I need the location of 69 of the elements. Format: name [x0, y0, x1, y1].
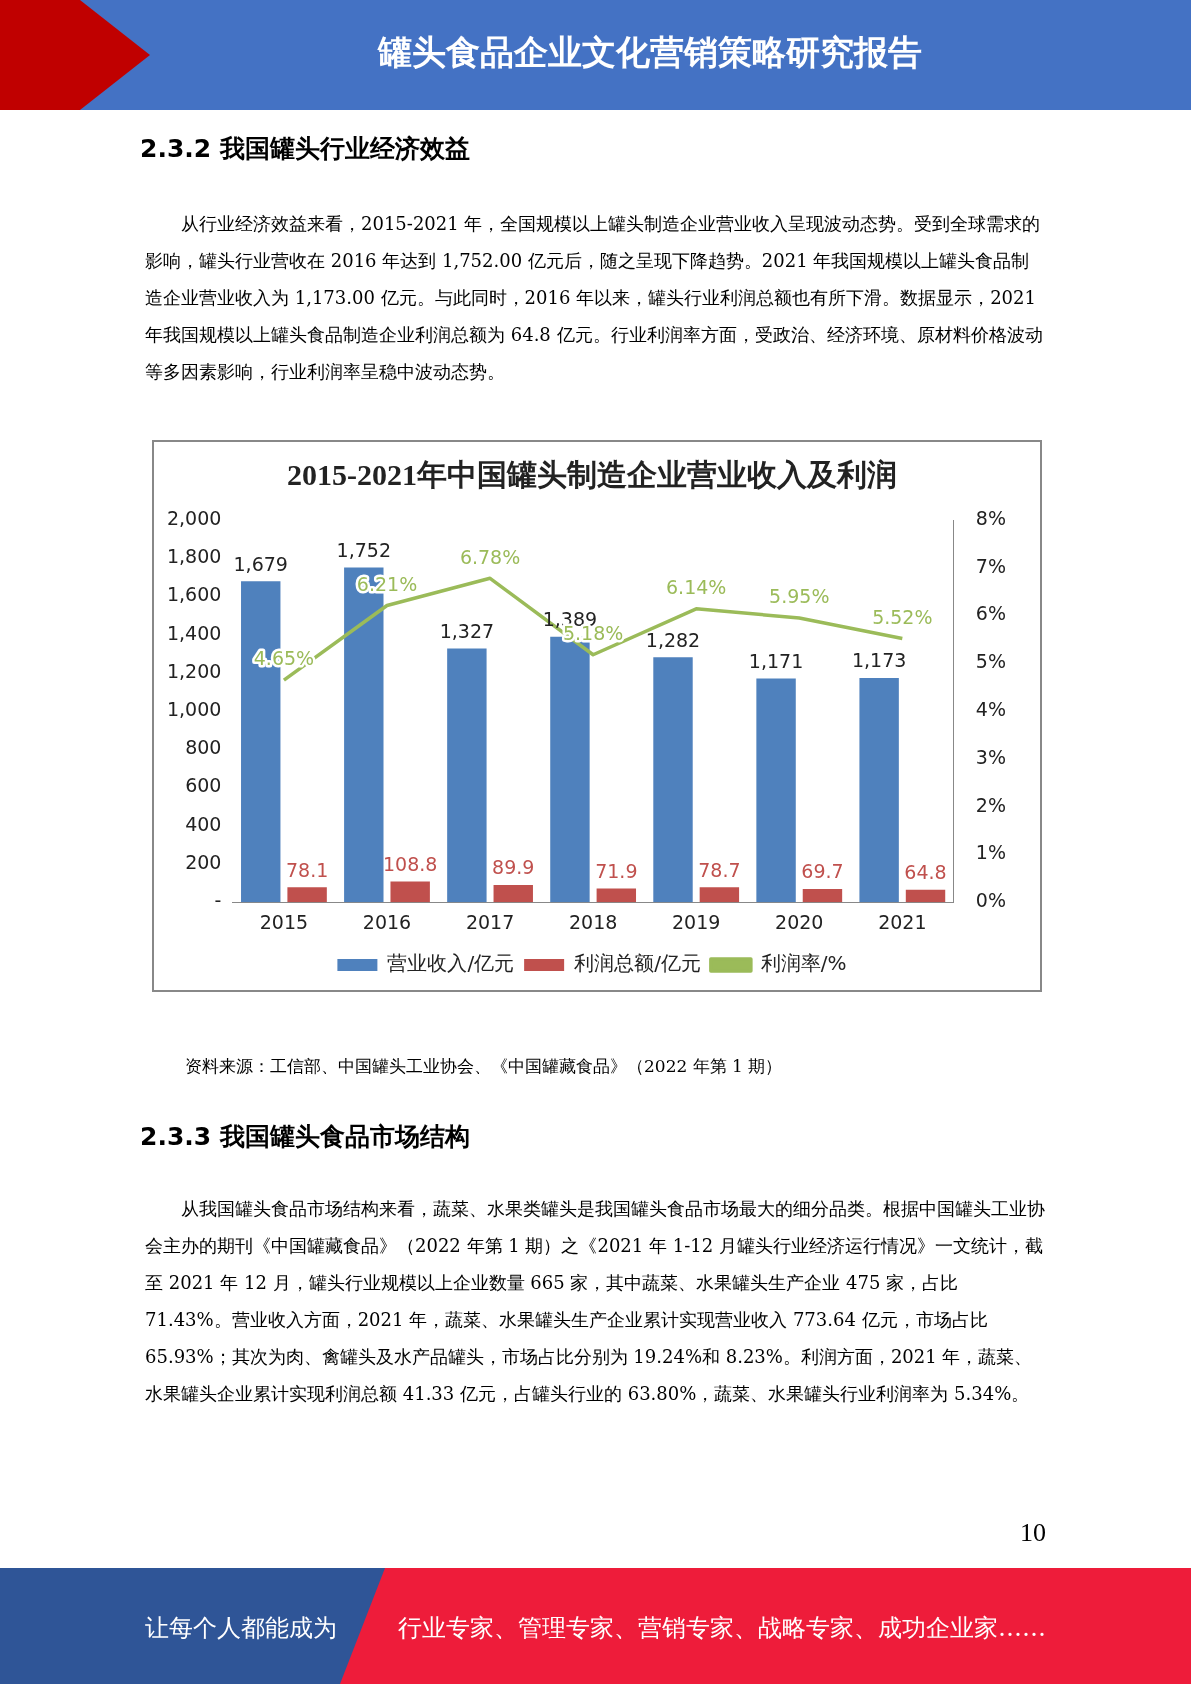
- text: 行业专家、管理专家、营销专家、战略专家、成功企业家……: [398, 1613, 1046, 1644]
- data-label: 1,327: [439, 620, 495, 643]
- text: 从行业经济效益来看，2015-2021 年，全国规模以上罐头制造企业营业收入呈现波动态势。受到全球需求的影响，罐头行业营收在 2016 年达到 1,752.00 亿元后，随之呈现下降趋势。2021 年我国规模以上罐头食品制造企业营业收入为 1,173.00 亿元。与此同时，2016 年以来，罐头行业利润总额也有所下滑。数据显示，2021 年我国规模以上罐头食品制造企业利润总额为 64.8 亿元。行业利润率方面，受政治、经济环境、原材料价格波动等多因素影响，行业利润率呈稳中波动态势。: [145, 212, 1044, 384]
- data-label: 1,679: [233, 552, 288, 575]
- text: 10: [1020, 1518, 1046, 1548]
- legend-label: 营业收入/亿元: [387, 951, 515, 976]
- y-tick-label: 800: [185, 736, 222, 759]
- data-label: 108.8: [382, 852, 438, 875]
- bar: [699, 887, 740, 903]
- y-tick-label: 200: [185, 850, 222, 873]
- data-label: 1,282: [645, 628, 701, 651]
- x-tick-label: 2017: [465, 910, 515, 933]
- y-tick-label: -: [214, 889, 222, 912]
- x-tick-label: 2018: [568, 910, 618, 933]
- data-label: 4.65%: [253, 647, 315, 670]
- y2-tick-label: 3%: [975, 745, 1007, 768]
- x-tick-label: 2021: [878, 910, 927, 933]
- legend-label: 利润总额/亿元: [574, 951, 701, 976]
- bar: [493, 885, 533, 903]
- data-label: 71.9: [595, 859, 638, 882]
- bar: [596, 888, 637, 903]
- data-label: 89.9: [492, 856, 535, 879]
- y-tick-label: 1,600: [166, 583, 222, 606]
- x-tick-label: 2016: [362, 910, 412, 933]
- chart-title: 2015-2021年中国罐头制造企业营业收入及利润: [287, 457, 897, 491]
- bar: [905, 889, 946, 903]
- y2-tick-label: 7%: [975, 554, 1007, 577]
- y2-tick-label: 2%: [975, 793, 1007, 816]
- y2-tick-label: 1%: [975, 841, 1007, 864]
- y-tick-label: 600: [185, 774, 222, 797]
- y-tick-label: 2,000: [166, 506, 222, 529]
- x-tick-label: 2019: [672, 910, 721, 933]
- data-label: 6.14%: [666, 576, 727, 599]
- bar: [447, 648, 487, 903]
- text: 从我国罐头食品市场结构来看，蔬菜、水果类罐头是我国罐头食品市场最大的细分品类。根据中国罐头工业协会主办的期刊《中国罐藏食品》（2022 年第 1 期）之《2021 年 1-12 月罐头行业经济运行情况》一文统计，截至 2021 年 12 月，罐头行业规模以上企业数量 665 家，其中蔬菜、水果罐头生产企业 475 家，占比 71.43%。营业收入方面，2021 年，蔬菜、水果罐头生产企业累计实现营业收入 773.64 亿元，市场占比 65.93%；其次为肉、禽罐头及水产品罐头，市场占比分别为 19.24%和 8.23%。利润方面，2021 年，蔬菜、水果罐头企业累计实现利润总额 41.33 亿元，占罐头行业的 63.80%，蔬菜、水果罐头行业利润率为 5.34%。: [145, 1197, 1045, 1406]
- y-tick-label: 1,800: [166, 545, 222, 568]
- data-label: 1,171: [748, 649, 804, 672]
- y-tick-label: 1,200: [166, 659, 222, 682]
- y-tick-label: 1,000: [166, 698, 222, 721]
- data-label: 6.78%: [459, 545, 521, 568]
- data-label: 78.7: [698, 858, 741, 881]
- y2-tick-label: 5%: [975, 650, 1007, 673]
- y2-tick-label: 8%: [975, 506, 1007, 529]
- data-label: 78.1: [285, 858, 329, 881]
- data-label: 5.52%: [872, 605, 933, 628]
- y-tick-label: 1,400: [166, 621, 222, 644]
- bar: [653, 657, 693, 903]
- text: 罐头食品企业文化营销策略研究报告: [376, 31, 923, 74]
- bar: [802, 888, 843, 903]
- data-label: 1,752: [336, 538, 392, 561]
- data-label: 5.95%: [769, 585, 830, 608]
- bar: [287, 887, 327, 903]
- x-tick-label: 2015: [259, 910, 309, 933]
- bar: [859, 678, 899, 903]
- y2-tick-label: 0%: [975, 889, 1007, 912]
- bar: [390, 881, 430, 903]
- x-tick-label: 2020: [775, 910, 824, 933]
- data-label: 1,173: [851, 649, 907, 672]
- text: 2.3.3 我国罐头食品市场结构: [140, 1121, 470, 1153]
- text: 让每个人都能成为: [145, 1613, 337, 1644]
- legend-label: 利润率/%: [760, 951, 847, 976]
- text: 2.3.2 我国罐头行业经济效益: [140, 133, 470, 165]
- y2-tick-label: 4%: [975, 698, 1007, 721]
- bar: [756, 678, 796, 903]
- y-tick-label: 400: [185, 812, 222, 835]
- text: 资料来源：工信部、中国罐头工业协会、《中国罐藏食品》（2022 年第 1 期）: [185, 1055, 783, 1078]
- data-label: 69.7: [801, 860, 844, 883]
- data-label: 64.8: [904, 861, 947, 884]
- y2-tick-label: 6%: [975, 602, 1007, 625]
